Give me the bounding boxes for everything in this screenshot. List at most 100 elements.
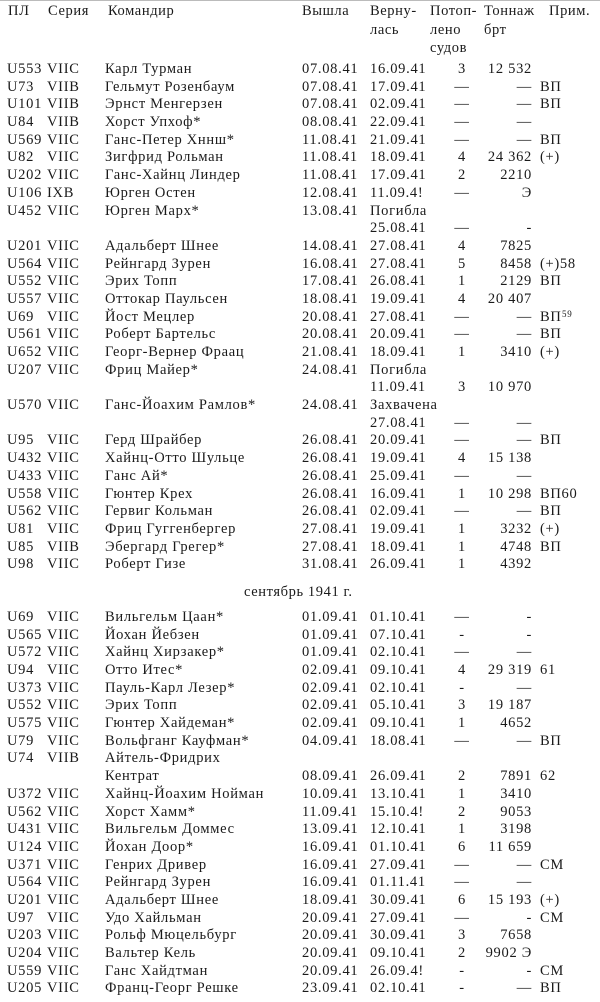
table-row: U85 VIIB Эбергард Грегер* 27.08.41 18.09.41 1…: [0, 539, 600, 557]
tonnage-grt: -: [526, 626, 532, 643]
boat-series: VIIC: [47, 61, 80, 77]
ships-sunk: 3: [458, 697, 466, 714]
header-sunk-1: Потоп-: [430, 3, 478, 19]
boat-series: VIIB: [47, 750, 80, 767]
return-date: 26.08.41: [370, 273, 427, 290]
table-row: U562 VIIC Хорст Хамм* 11.09.41 15.10.4! 2 9053: [0, 804, 600, 822]
header-tonnage-1: Тоннаж: [484, 3, 535, 19]
note: ВП: [540, 96, 562, 113]
commander-name: Герд Шрайбер: [105, 432, 203, 449]
ships-sunk: —: [454, 467, 470, 484]
return-date: 15.10.4!: [370, 803, 424, 820]
return-date: 25.09.41: [370, 467, 427, 484]
ships-sunk: 3: [458, 927, 466, 944]
return-status: Захвачена: [370, 397, 438, 414]
tonnage-grt: 10 970: [487, 379, 532, 396]
boat-series: VIIB: [47, 114, 80, 131]
commander-name: Рейнгард Зурен: [105, 255, 212, 272]
boat-number: U124: [7, 838, 43, 855]
ships-sunk: 4: [458, 149, 466, 166]
boat-series: VIIC: [47, 485, 80, 502]
departure-date: 23.09.41: [302, 980, 359, 997]
tonnage-grt: —: [516, 467, 532, 484]
table-row: U79 VIIC Вольфганг Кауфман* 04.09.41 18.08.4…: [0, 733, 600, 751]
table-row: U559 VIIC Ганс Хайдтман 20.09.41 26.09.4! - - С…: [0, 963, 600, 981]
return-date: 19.09.41: [370, 450, 427, 467]
tonnage-grt: 3198: [500, 821, 532, 838]
departure-date: 27.08.41: [302, 520, 359, 537]
return-date: 09.10.41: [370, 662, 427, 679]
ships-sunk: —: [454, 96, 470, 113]
note: ВП: [540, 273, 562, 290]
commander-name: Отто Итес*: [105, 662, 184, 679]
tonnage-grt: Э: [521, 184, 532, 201]
table-row: U569 VIIC Ганс-Петер Хннш* 11.08.41 21.09.41…: [0, 132, 600, 150]
return-date: 18.09.41: [370, 149, 427, 166]
boat-series: VIIC: [47, 856, 80, 873]
note: ВП: [540, 78, 562, 95]
departure-date: 16.09.41: [302, 838, 359, 855]
boat-series: VIIB: [47, 78, 80, 95]
commander-name: Хорст Хамм*: [105, 803, 196, 820]
boat-number: U561: [7, 326, 43, 343]
table-row: U564 VIIC Рейнгард Зурен 16.08.41 27.08.41 5 8…: [0, 256, 600, 274]
ships-sunk: 5: [458, 255, 466, 272]
note: (+): [540, 892, 560, 908]
departure-date: 14.08.41: [302, 237, 359, 254]
boat-series: VIIC: [47, 715, 80, 732]
boat-number: U572: [7, 644, 43, 661]
boat-number: U97: [7, 909, 35, 926]
table-row: U201 VIIC Адальберт Шнее 18.09.41 30.09.41 6 1…: [0, 892, 600, 910]
departure-date: 02.09.41: [302, 662, 359, 679]
commander-name: Эрнст Менгерзен: [105, 96, 223, 113]
header-returned-2: лась: [370, 22, 400, 38]
commander-name: Адальберт Шнее: [105, 237, 219, 254]
ships-sunk: 1: [458, 273, 466, 290]
boat-number: U432: [7, 450, 43, 467]
return-date: 17.09.41: [370, 78, 427, 95]
tonnage-grt: —: [516, 432, 532, 449]
boat-number: U562: [7, 803, 43, 820]
tonnage-grt: -: [526, 909, 532, 926]
departure-date: 26.08.41: [302, 432, 359, 449]
departure-date: 27.08.41: [302, 538, 359, 555]
tonnage-grt: —: [516, 96, 532, 113]
tonnage-grt: 24 362: [487, 149, 532, 166]
month-section: сентябрь 1941 г.: [0, 574, 600, 609]
return-date: 12.10.41: [370, 821, 427, 838]
departure-date: 20.09.41: [302, 962, 359, 979]
table-row: U124 VIIC Йохан Доор* 16.09.41 01.10.41 6 11 6…: [0, 839, 600, 857]
table-row: U203 VIIC Рольф Мюцельбург 20.09.41 30.09.41…: [0, 927, 600, 945]
departure-date: 18.08.41: [302, 290, 359, 307]
return-date: 07.10.41: [370, 626, 427, 643]
table-row: U106 IXB Юрген Остен 12.08.41 11.09.4! — Э: [0, 185, 600, 203]
commander-name: Адальберт Шнее: [105, 892, 219, 908]
month-heading: сентябрь 1941 г.: [244, 583, 353, 600]
tonnage-grt: 4652: [500, 715, 532, 732]
boat-series: VIIC: [47, 608, 80, 625]
departure-date: 20.08.41: [302, 308, 359, 325]
boat-series: VIIC: [47, 255, 80, 272]
ships-sunk: 4: [458, 237, 466, 254]
boat-series: VIIC: [47, 909, 80, 926]
boat-number: U84: [7, 114, 35, 131]
return-date: 18.08.41: [370, 732, 427, 749]
return-date: 09.10.41: [370, 945, 427, 962]
table-row: U74 VIIB Айтель-Фридрих Кентрат 08.09.41 26.0…: [0, 750, 600, 785]
boat-series: VIIC: [47, 838, 80, 855]
table-row: U652 VIIC Георг-Вернер Фраац 21.08.41 18.09.…: [0, 344, 600, 362]
tonnage-grt: 9902 Э: [485, 945, 532, 962]
boat-number: U79: [7, 732, 35, 749]
tonnage-grt: —: [516, 503, 532, 520]
header-tonnage-2: брт: [484, 22, 507, 38]
commander-name: Гельмут Розенбаум: [105, 78, 236, 95]
boat-number: U552: [7, 697, 43, 714]
boat-number: U95: [7, 432, 35, 449]
boat-series: VIIC: [47, 785, 80, 802]
note: СМ: [540, 909, 564, 926]
tonnage-grt: -: [526, 962, 532, 979]
note: (+)58: [540, 255, 576, 272]
ships-sunk: 4: [458, 662, 466, 679]
boat-series: VIIC: [47, 131, 80, 148]
boat-number: U564: [7, 874, 43, 891]
